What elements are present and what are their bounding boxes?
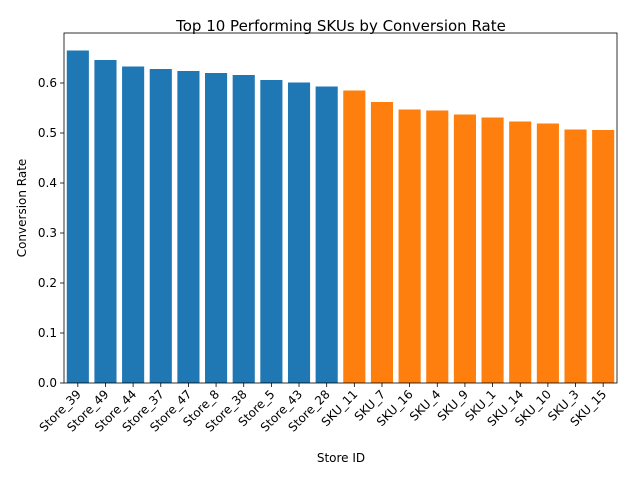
y-axis-label: Conversion Rate [15, 159, 29, 258]
y-tick-label: 0.0 [38, 376, 57, 390]
bar-SKU_10 [536, 123, 559, 383]
bar-SKU_16 [398, 109, 421, 383]
x-axis-label: Store ID [317, 451, 365, 465]
bar-SKU_11 [343, 90, 366, 383]
bar-SKU_3 [564, 129, 587, 383]
x-axis-ticks: Store_39Store_49Store_44Store_37Store_47… [37, 383, 609, 435]
bar-Store_44 [122, 66, 145, 383]
bar-SKU_14 [509, 121, 532, 383]
bar-Store_38 [232, 75, 255, 383]
y-tick-label: 0.2 [38, 276, 57, 290]
bar-Store_39 [66, 50, 89, 383]
bar-Store_47 [177, 71, 200, 383]
bar-SKU_9 [453, 114, 476, 383]
bar-Store_37 [149, 69, 172, 383]
bar-Store_43 [287, 82, 311, 383]
bar-Store_8 [205, 73, 228, 383]
bar-SKU_4 [426, 110, 449, 383]
bar-Store_5 [260, 80, 283, 383]
bar-SKU_1 [481, 117, 504, 383]
bars [66, 50, 615, 383]
bar-SKU_15 [592, 130, 615, 383]
plot-frame [63, 32, 618, 384]
y-axis-ticks: 0.0 0.1 0.2 0.3 0.4 0.5 0.6 [38, 76, 64, 390]
chart-title: Top 10 Performing SKUs by Conversion Rat… [175, 17, 506, 35]
y-tick-label: 0.5 [38, 126, 57, 140]
bar-Store_49 [94, 60, 117, 383]
bar-SKU_7 [370, 102, 394, 383]
y-tick-label: 0.1 [38, 326, 57, 340]
bar-Store_28 [315, 86, 338, 383]
y-tick-label: 0.3 [38, 226, 57, 240]
y-tick-label: 0.6 [38, 76, 57, 90]
y-tick-label: 0.4 [38, 176, 57, 190]
